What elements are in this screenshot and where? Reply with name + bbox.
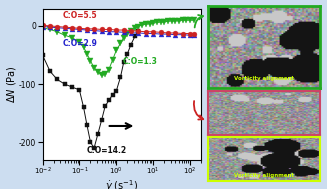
Text: Vorticity alignment: Vorticity alignment [234,173,294,178]
Text: C:O=5.5: C:O=5.5 [62,11,97,20]
Text: C:O=1.3: C:O=1.3 [123,57,158,66]
Text: Vorticity alignment: Vorticity alignment [234,76,294,81]
Text: C:O=14.2: C:O=14.2 [87,146,127,155]
Y-axis label: $\Delta N$ (Pa): $\Delta N$ (Pa) [5,65,18,103]
X-axis label: $\dot{\gamma}$ (s$^{-1}$): $\dot{\gamma}$ (s$^{-1}$) [105,179,138,189]
Text: C:O=2.9: C:O=2.9 [62,39,97,48]
